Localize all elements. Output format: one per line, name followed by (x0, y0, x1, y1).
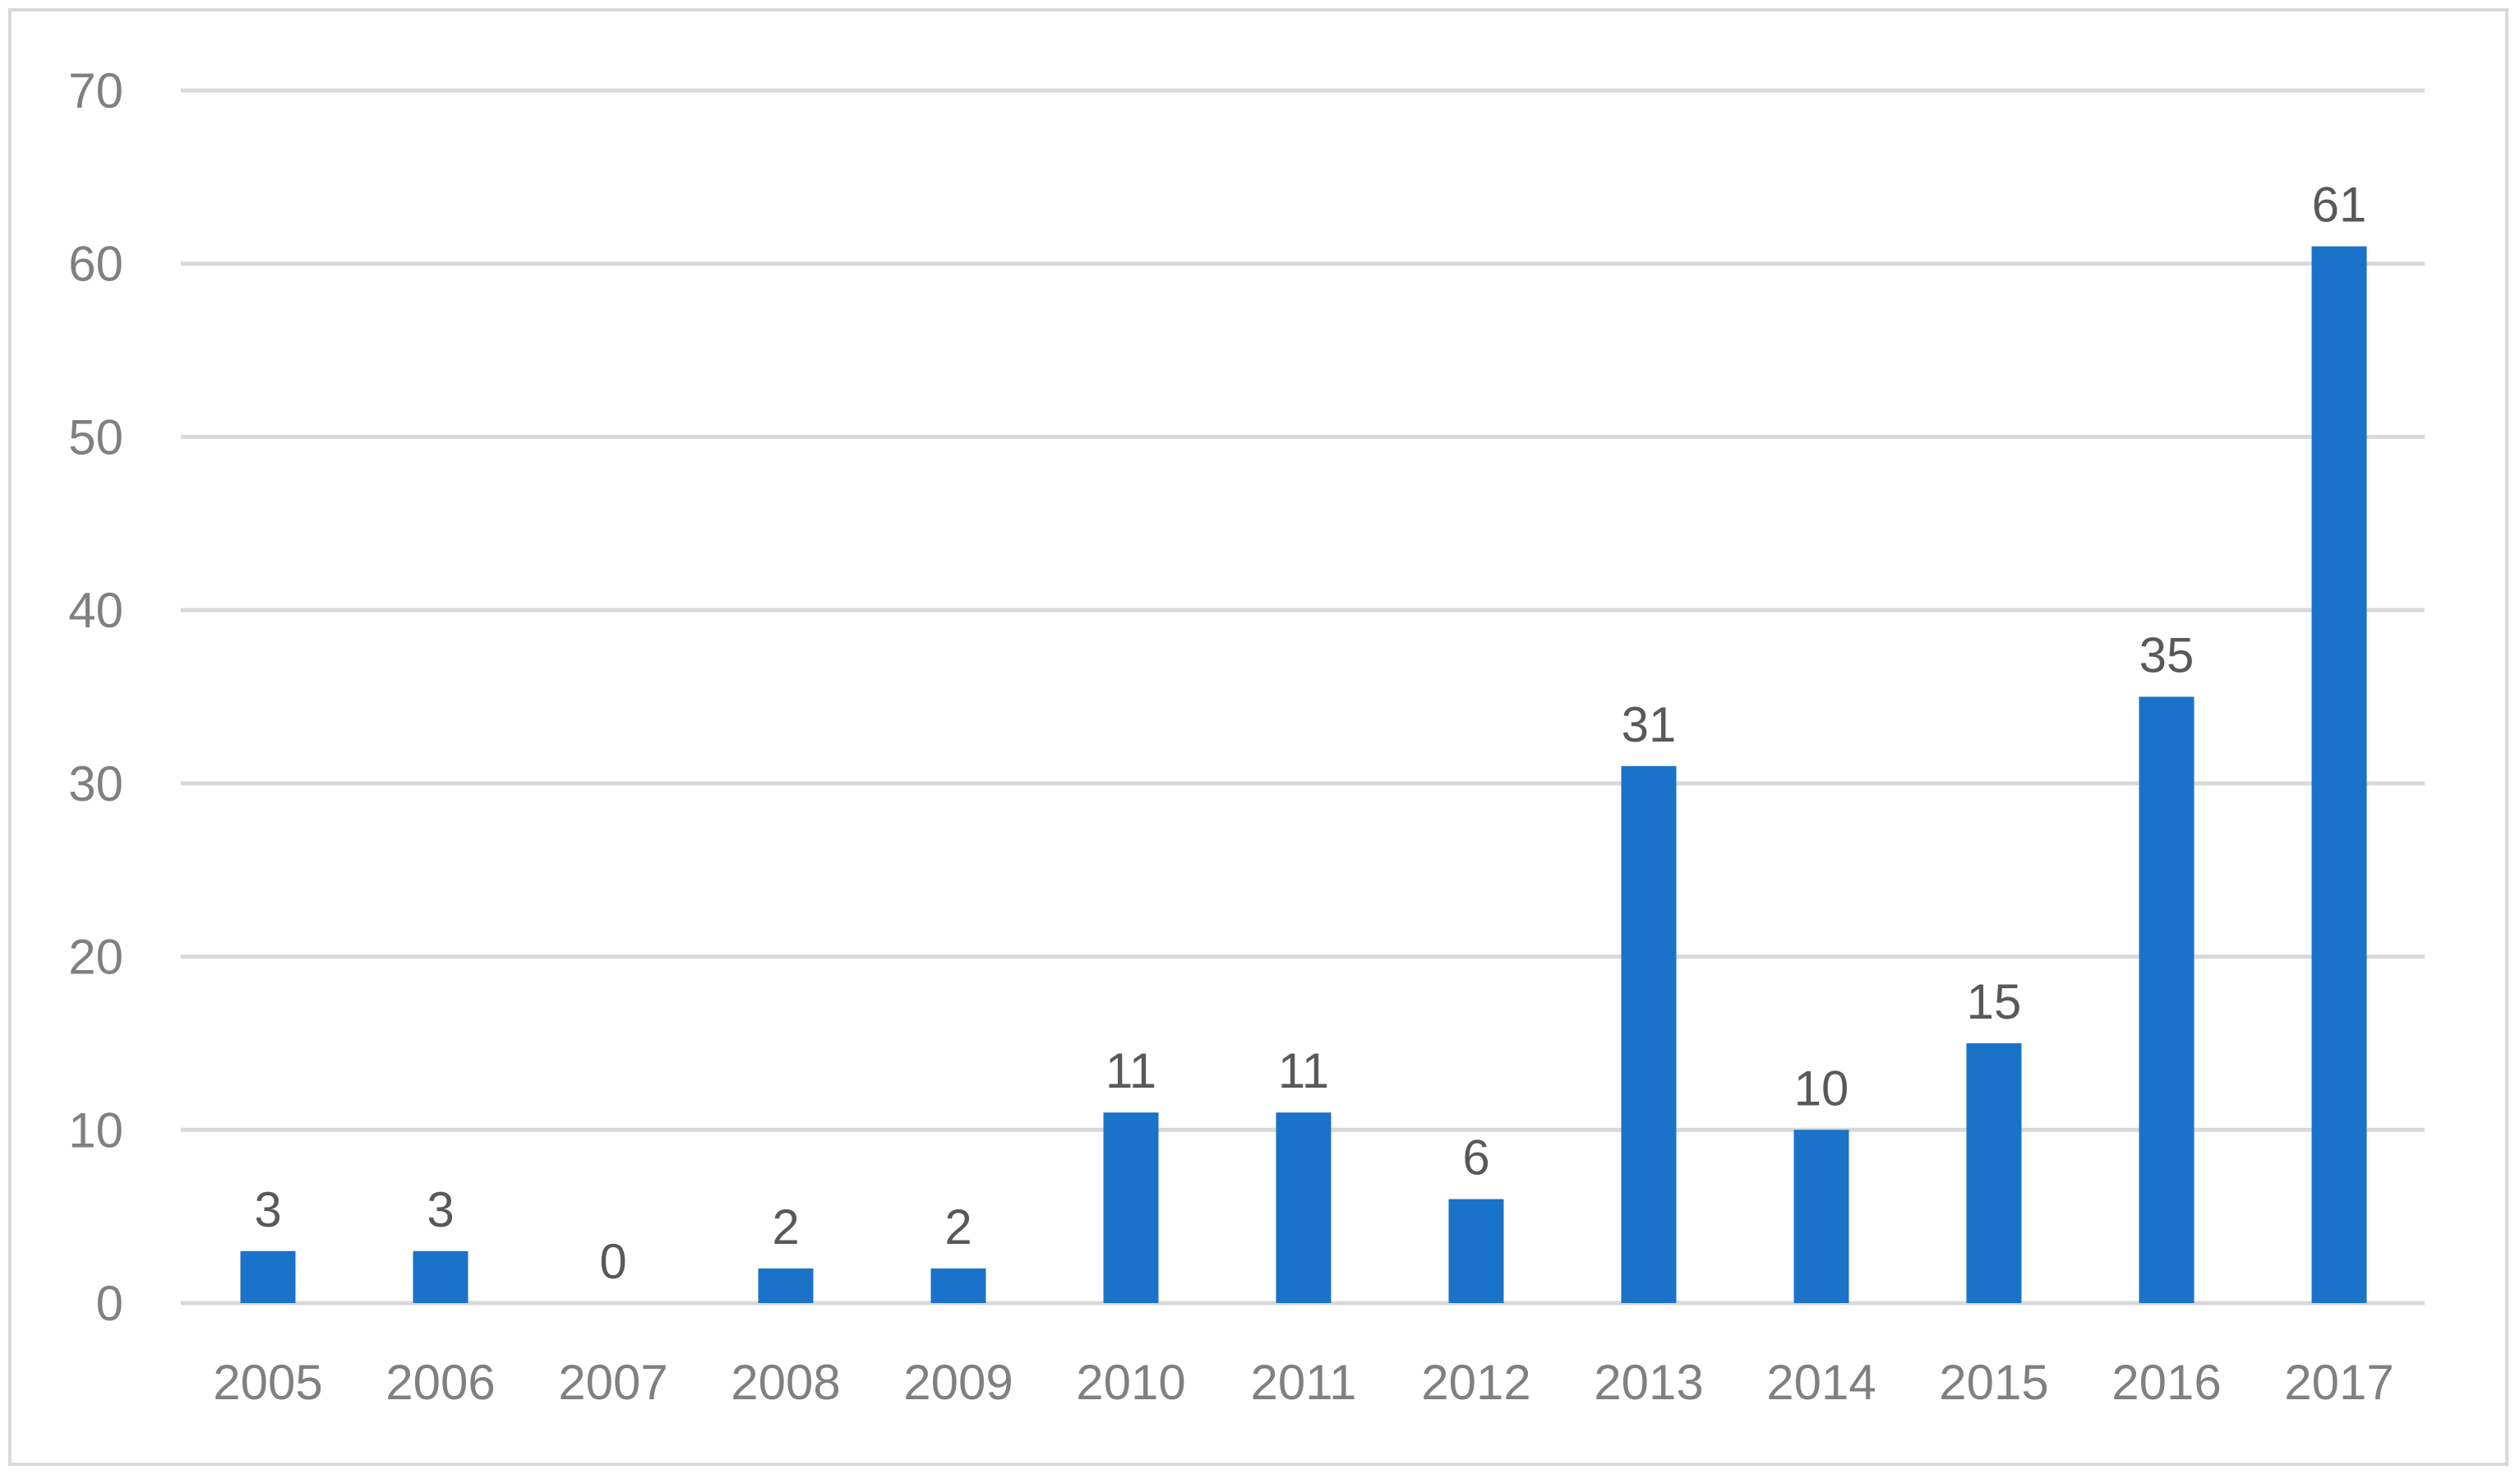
data-label: 2 (772, 1199, 799, 1255)
x-tick-label: 2014 (1766, 1355, 1876, 1410)
data-label: 15 (1967, 974, 2022, 1029)
bar (2311, 246, 2367, 1304)
bar (1103, 1112, 1159, 1303)
data-label: 61 (2312, 178, 2367, 233)
y-tick-label: 20 (68, 930, 123, 985)
bar (758, 1268, 814, 1303)
data-label: 11 (1105, 1043, 1156, 1098)
y-tick-label: 60 (68, 237, 123, 292)
data-label: 10 (1794, 1061, 1849, 1116)
x-tick-label: 2007 (558, 1355, 667, 1410)
x-tick-label: 2012 (1421, 1355, 1530, 1410)
x-tick-label: 2006 (385, 1355, 495, 1410)
y-tick-label: 70 (68, 63, 123, 118)
data-label: 6 (1462, 1130, 1489, 1186)
x-tick-label: 2013 (1594, 1355, 1703, 1410)
x-tick-label: 2015 (1939, 1355, 2048, 1410)
x-tick-label: 2011 (1250, 1355, 1356, 1410)
bar (240, 1250, 296, 1303)
data-label: 3 (254, 1182, 281, 1237)
bar (2139, 696, 2195, 1303)
bar (1966, 1042, 2022, 1303)
bar (413, 1250, 468, 1303)
x-tick-label: 2016 (2112, 1355, 2221, 1410)
x-tick-label: 2009 (903, 1355, 1013, 1410)
bar (1793, 1130, 1849, 1303)
bar (1621, 765, 1677, 1303)
data-label: 0 (599, 1234, 626, 1289)
y-tick-label: 40 (68, 583, 123, 638)
data-label: 2 (944, 1199, 972, 1255)
data-label: 3 (427, 1182, 454, 1237)
y-tick-label: 50 (68, 409, 123, 464)
bar (1448, 1199, 1504, 1303)
bar (930, 1268, 986, 1303)
x-tick-label: 2005 (213, 1355, 322, 1410)
y-tick-label: 10 (68, 1102, 123, 1158)
x-tick-label: 2010 (1076, 1355, 1185, 1410)
x-tick-label: 2017 (2284, 1355, 2393, 1410)
chart-frame (8, 8, 2508, 1466)
y-tick-label: 30 (68, 756, 123, 811)
data-label: 35 (2139, 628, 2195, 683)
data-label: 31 (1622, 697, 1677, 752)
bar (1276, 1112, 1332, 1303)
data-label: 11 (1278, 1043, 1329, 1098)
y-tick-label: 0 (96, 1276, 123, 1331)
x-tick-label: 2008 (731, 1355, 840, 1410)
